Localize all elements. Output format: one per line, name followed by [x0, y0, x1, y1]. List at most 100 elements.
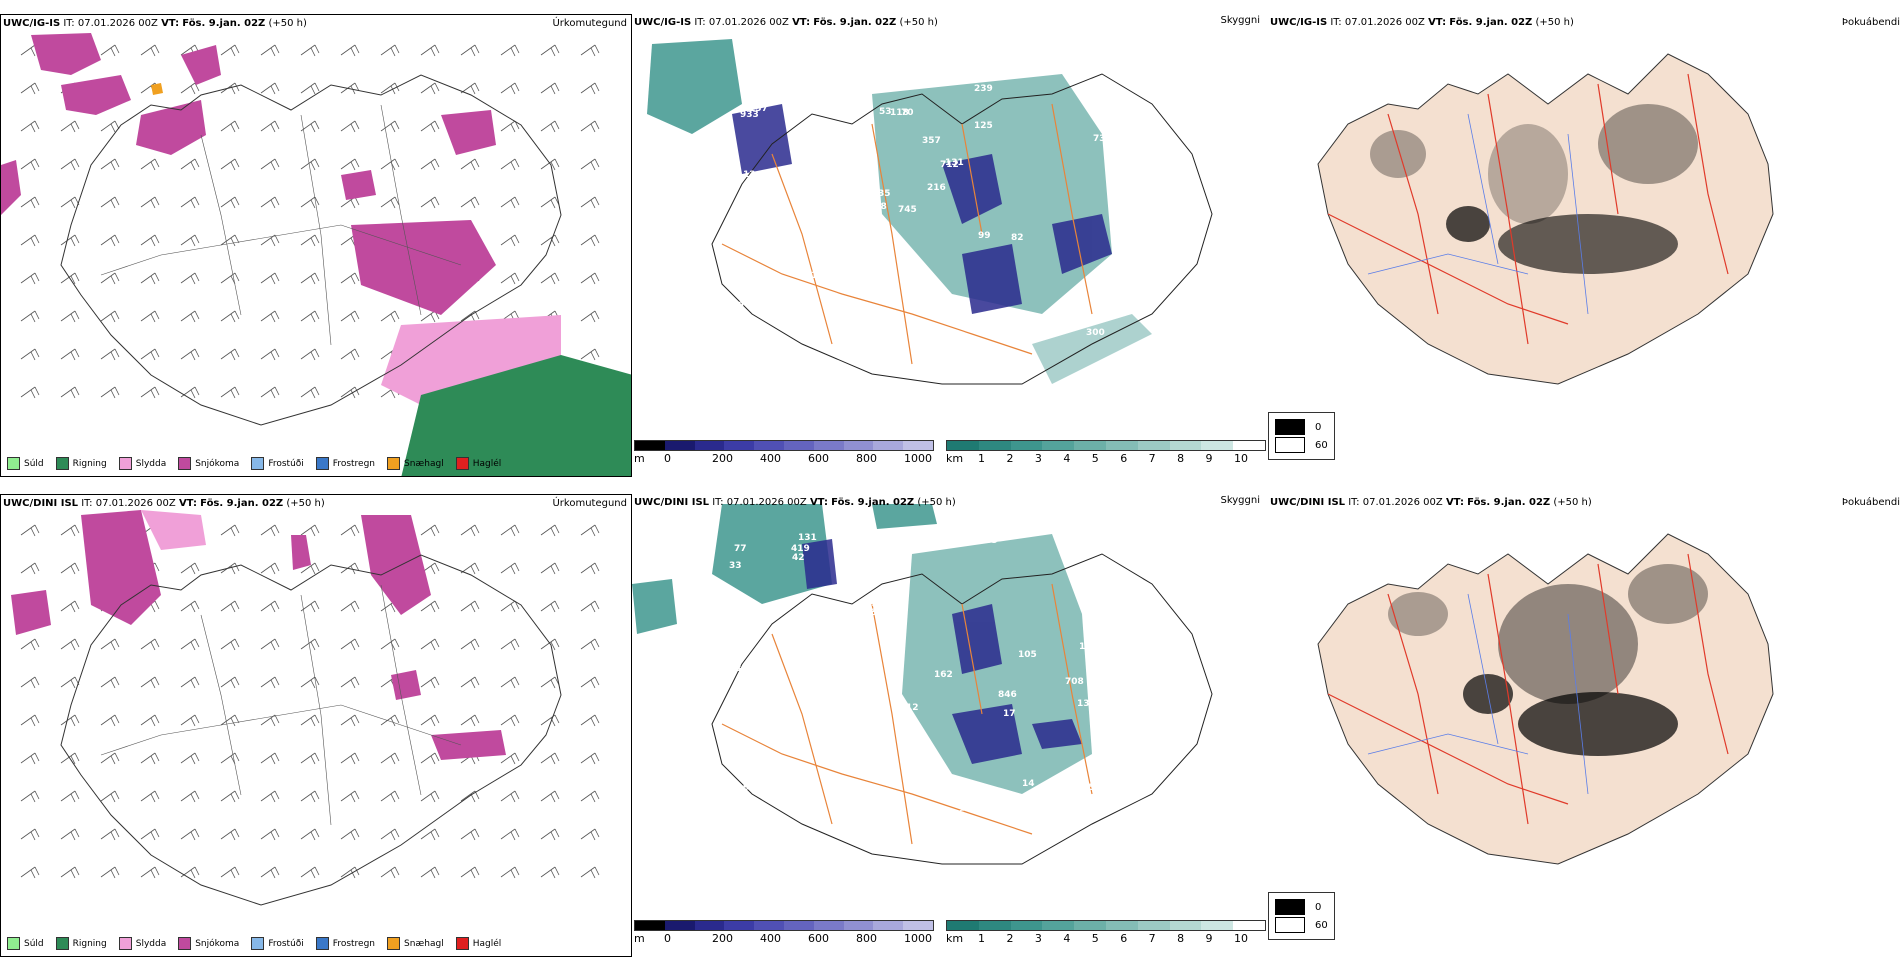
wind-barb — [500, 866, 520, 879]
colorbar-segment — [947, 921, 979, 930]
iceland-roads — [1327, 73, 1729, 345]
panel-header: UWC/DINI ISL IT: 07.01.2026 00Z VT: Fös.… — [3, 498, 325, 509]
wind-barb — [100, 120, 120, 133]
vt-value: Fös. 9.jan. 02Z — [813, 17, 897, 28]
wind-barb — [300, 714, 320, 727]
wind-barb — [340, 120, 360, 133]
wind-barb — [180, 158, 200, 171]
colorbar-segment — [635, 441, 665, 450]
legend-swatch — [455, 457, 469, 470]
lead-time: (+50 h) — [268, 18, 307, 29]
wind-barb — [100, 752, 120, 765]
cloudbase-areas — [732, 104, 1112, 314]
wind-barb — [580, 120, 600, 133]
cloudbase-labels: 745 933 35 290 712 14 638 70 239 216 272 300 12 44 138… — [712, 52, 1106, 343]
wind-barb — [340, 866, 360, 879]
wind-barb — [340, 158, 360, 171]
cloudbase-visibility-panel-top: 745 933 35 290 712 14 638 70 239 216 272 300 12 44 138… — [632, 14, 1272, 477]
wind-barb — [100, 638, 120, 651]
legend-item: Rigning — [55, 937, 107, 950]
colorbar-segment — [1042, 441, 1075, 450]
wind-barb — [500, 234, 520, 247]
lead-time: (+50 h) — [1553, 497, 1592, 508]
snow-area — [431, 730, 506, 760]
vt-label: VT: — [809, 497, 828, 508]
colorbar-segment — [903, 441, 933, 450]
wind-barb — [20, 348, 40, 361]
wind-barb — [60, 714, 80, 727]
wind-barb — [220, 120, 240, 133]
wind-barb — [140, 828, 160, 841]
legend-swatch — [315, 937, 329, 950]
colorbar-segment — [783, 441, 814, 450]
wind-barb — [300, 82, 320, 95]
cloudbase-label: 76 — [757, 269, 770, 279]
legend-swatch — [455, 937, 469, 950]
wind-barb — [260, 638, 280, 651]
colorbar-tick: 0 — [664, 452, 671, 465]
cloudbase-label: 99 — [978, 231, 991, 241]
legend-label: Rigning — [72, 458, 107, 469]
legend-swatch — [7, 457, 20, 470]
snow-area — [11, 590, 51, 635]
cloudbase-label: 131 — [945, 158, 964, 168]
it-value: 07.01.2026 00Z — [1362, 497, 1443, 508]
legend-label: Frostúði — [268, 938, 304, 949]
colorbar-tick: 800 — [856, 452, 877, 465]
snow-area — [61, 75, 131, 115]
wind-barb — [100, 828, 120, 841]
wind-barb — [540, 562, 560, 575]
wind-barb — [260, 44, 280, 57]
cloudbase-label: 162 — [934, 670, 953, 680]
wind-barb — [100, 790, 120, 803]
colorbar-tick: 6 — [1120, 932, 1128, 945]
wind-barb — [140, 752, 160, 765]
precip-type-panel-bottom: UWC/DINI ISL IT: 07.01.2026 00Z VT: Fös.… — [0, 494, 632, 957]
iceland-roads — [100, 104, 462, 346]
wind-barb — [420, 158, 440, 171]
legend-item: Snæhagl — [387, 937, 444, 950]
precip-legend: Súld Rigning Slydda Snjókoma Frostúði Frostre… — [7, 457, 501, 470]
legend-label: Haglél — [472, 938, 502, 949]
wind-barb — [540, 44, 560, 57]
wind-barb — [420, 638, 440, 651]
colorbar-segment — [873, 921, 904, 930]
cloudbase-label: 485 — [864, 608, 883, 618]
colorbar-segment — [1105, 441, 1138, 450]
fog-max-swatch — [1275, 899, 1305, 915]
cloudbase-label: 300 — [1086, 328, 1105, 338]
colorbar-tick: 400 — [760, 932, 781, 945]
model-name: UWC/DINI ISL — [1270, 497, 1346, 508]
fog-map-bottom — [1317, 533, 1774, 865]
wind-barb — [260, 790, 280, 803]
cloudbase-label: 98 — [857, 752, 870, 762]
vt-value: Fös. 9.jan. 02Z — [200, 498, 284, 509]
vt-value: Fös. 9.jan. 02Z — [182, 18, 266, 29]
cloudbase-label: 118 — [890, 108, 909, 118]
vt-label: VT: — [1428, 17, 1447, 28]
wind-barb — [500, 524, 520, 537]
wind-barb — [540, 752, 560, 765]
wind-barb — [140, 272, 160, 285]
wind-barb — [260, 752, 280, 765]
lead-time: (+50 h) — [1535, 17, 1574, 28]
wind-barb — [420, 866, 440, 879]
wind-barb — [260, 524, 280, 537]
vt-value: Fös. 9.jan. 02Z — [831, 497, 915, 508]
colorbar-tick: 200 — [712, 452, 733, 465]
cloudbase-label: 239 — [974, 84, 993, 94]
colorbar-tick: 7 — [1148, 452, 1156, 465]
fog-max-label: 0 — [1315, 421, 1322, 433]
wind-barb — [20, 676, 40, 689]
legend-swatch — [55, 937, 69, 950]
wind-barb — [340, 524, 360, 537]
model-name: UWC/IG-IS — [3, 18, 61, 29]
wind-barb — [140, 866, 160, 879]
wind-barb — [380, 714, 400, 727]
wind-barb — [460, 44, 480, 57]
wind-barb — [300, 676, 320, 689]
cloudbase-label: 33 — [729, 561, 742, 571]
snow-area — [136, 100, 206, 155]
cloudbase-label: 147 — [1101, 519, 1120, 529]
wind-barb — [460, 714, 480, 727]
